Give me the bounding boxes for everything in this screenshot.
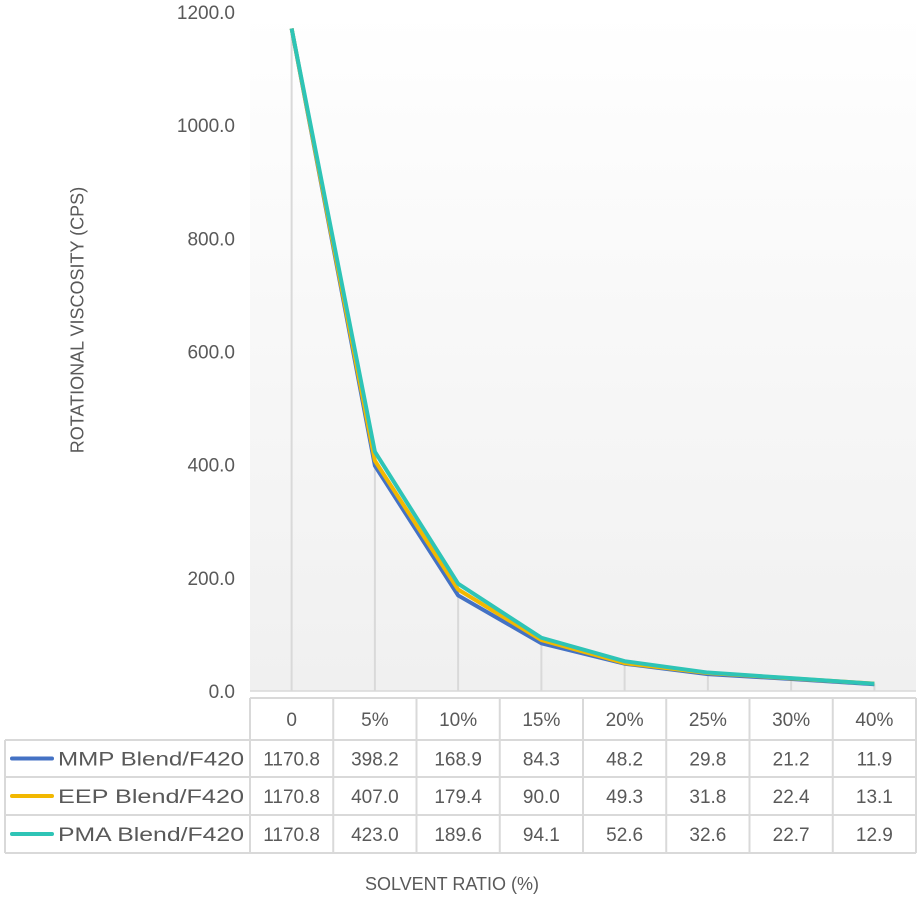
y-tick-label: 800.0 [187,229,235,250]
table-cell: 12.9 [856,825,893,846]
table-cell: 423.0 [351,825,399,846]
legend-label: PMA Blend/F420 [58,825,244,846]
table-cell: 13.1 [856,787,893,808]
x-tick-label: 15% [522,710,560,731]
table-cell: 1170.8 [263,787,320,808]
x-tick-label: 25% [689,710,727,731]
y-tick-label: 1200.0 [177,3,235,24]
x-tick-label: 5% [361,710,389,731]
y-tick-label: 0.0 [209,682,235,703]
y-tick-label: 200.0 [187,569,235,590]
table-cell: 21.2 [773,750,810,771]
table-cell: 52.6 [606,825,643,846]
y-axis-label: ROTATIONAL VISCOSITY (CPS) [67,186,88,454]
table-cell: 94.1 [523,825,560,846]
table-cell: 84.3 [523,750,560,771]
table-cell: 22.7 [773,825,810,846]
legend-label: EEP Blend/F420 [58,787,244,808]
y-tick-label: 600.0 [187,343,235,364]
table-cell: 32.6 [689,825,726,846]
legend-label: MMP Blend/F420 [58,750,244,771]
table-cell: 29.8 [689,750,726,771]
x-tick-label: 40% [855,710,893,731]
y-tick-label: 1000.0 [177,116,235,137]
x-axis-label: SOLVENT RATIO (%) [364,874,540,894]
y-tick-label: 400.0 [187,456,235,477]
x-tick-label: 0 [286,710,297,731]
table-cell: 1170.8 [263,825,320,846]
table-cell: 1170.8 [263,750,320,771]
table-cell: 168.9 [434,750,482,771]
x-tick-label: 10% [439,710,477,731]
table-cell: 22.4 [773,787,810,808]
table-cell: 407.0 [351,787,399,808]
series-line-2 [289,28,875,686]
table-cell: 11.9 [857,750,893,771]
table-cell: 48.2 [606,750,643,771]
table-cell: 189.6 [434,825,482,846]
table-cell: 179.4 [434,787,482,808]
x-tick-label: 20% [606,710,644,731]
table-cell: 49.3 [606,787,643,808]
x-tick-label: 30% [772,710,810,731]
table-cell: 90.0 [523,787,560,808]
table-cell: 31.8 [689,787,726,808]
plot-area [250,12,916,691]
table-cell: 398.2 [351,750,399,771]
